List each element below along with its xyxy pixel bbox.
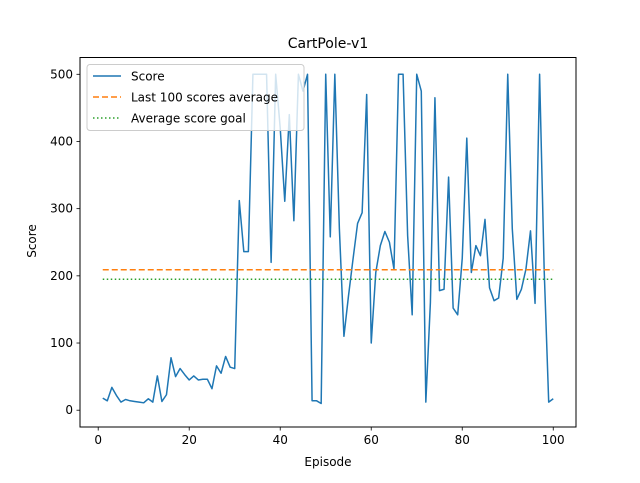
y-tick-label: 400 (50, 134, 73, 148)
legend-label-2: Average score goal (131, 112, 246, 126)
legend-label-0: Score (131, 70, 165, 84)
y-tick-label: 0 (65, 403, 73, 417)
x-tick-label: 40 (273, 433, 288, 447)
chart-title: CartPole-v1 (288, 36, 368, 52)
y-tick-label: 200 (50, 269, 73, 283)
x-tick-label: 60 (364, 433, 379, 447)
y-tick-label: 500 (50, 67, 73, 81)
legend-box (86, 64, 305, 131)
y-axis-label: Score (25, 224, 39, 258)
axis-ticks: 0 20 40 60 80 100 0 100 200 300 400 500 (50, 67, 565, 447)
y-tick-label: 100 (50, 336, 73, 350)
series-layer (102, 73, 554, 405)
x-tick-label: 80 (455, 433, 470, 447)
x-tick-label: 0 (94, 433, 102, 447)
legend-label-1: Last 100 scores average (131, 91, 278, 105)
y-tick-label: 300 (50, 202, 73, 216)
x-tick-label: 20 (182, 433, 197, 447)
x-tick-label: 100 (542, 433, 565, 447)
series-line-0 (102, 73, 554, 405)
x-axis-label: Episode (304, 455, 351, 469)
axes-frame (79, 57, 577, 428)
legend: Score Last 100 scores average Average scor… (86, 64, 305, 131)
